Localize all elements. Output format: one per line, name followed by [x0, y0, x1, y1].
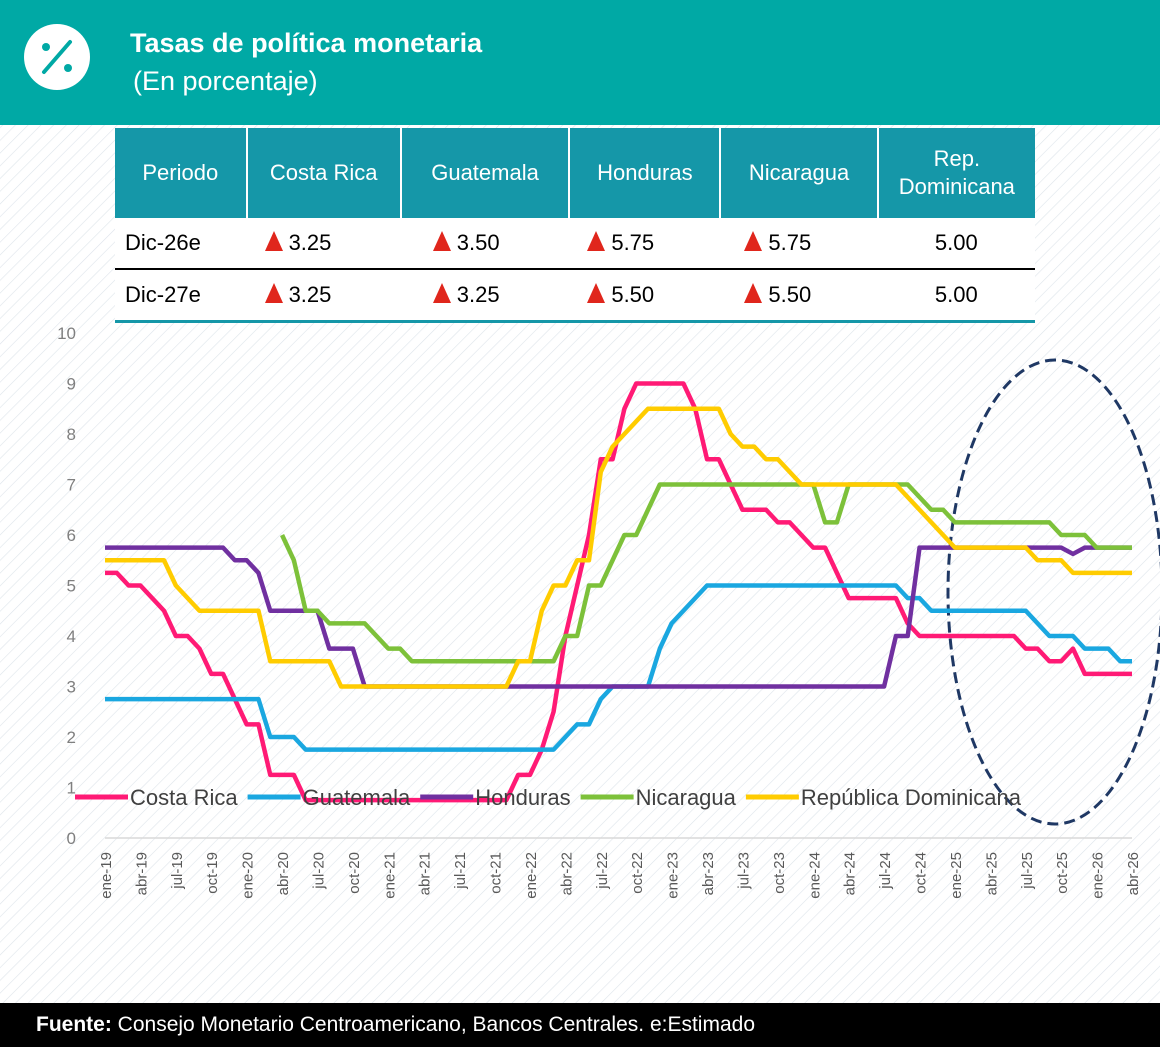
table-header: Periodo — [115, 128, 247, 218]
source-text: Consejo Monetario Centroamericano, Banco… — [117, 1013, 755, 1036]
series-line — [105, 381, 1132, 803]
x-tick-label: oct-22 — [629, 852, 646, 894]
y-tick-label: 8 — [67, 425, 76, 444]
table-header: Honduras — [568, 128, 721, 218]
subtitle: (En porcentaje) — [133, 66, 318, 96]
header: Tasas de política monetaria (En porcenta… — [0, 0, 1160, 125]
table-header: Nicaragua — [719, 128, 878, 218]
legend-label: Nicaragua — [636, 785, 737, 810]
y-tick-label: 9 — [67, 375, 76, 394]
x-tick-label: ene-19 — [98, 852, 115, 899]
table-cell: 3.25 — [288, 230, 332, 255]
x-tick-label: jul-22 — [594, 852, 611, 890]
x-tick-label: ene-26 — [1090, 852, 1107, 899]
table-cell: Dic-26e — [115, 218, 247, 270]
x-tick-label: oct-21 — [488, 852, 505, 894]
table-header: Guatemala — [399, 128, 570, 218]
table-header: Costa Rica — [245, 128, 401, 218]
series-line — [105, 406, 1132, 689]
x-tick-label: oct-19 — [204, 852, 221, 894]
table-cell: 3.50 — [456, 230, 500, 255]
y-tick-label: 6 — [67, 526, 76, 545]
up-arrow — [587, 283, 606, 303]
x-tick-label: jul-25 — [1019, 852, 1036, 890]
legend-label: Costa Rica — [130, 785, 238, 810]
x-tick-label: abr-20 — [275, 852, 292, 895]
title: Tasas de política monetaria — [130, 28, 483, 58]
y-tick-label: 3 — [67, 678, 76, 697]
table-cell: 5.50 — [768, 282, 812, 307]
table-cell: 5.75 — [768, 230, 812, 255]
x-tick-label: ene-23 — [665, 852, 682, 899]
x-tick-label: abr-23 — [700, 852, 717, 895]
source-label: Fuente: — [36, 1013, 112, 1036]
table-cell: 3.25 — [288, 282, 332, 307]
x-tick-label: jul-24 — [877, 852, 894, 890]
x-tick-label: abr-22 — [558, 852, 575, 895]
x-tick-label: abr-25 — [983, 852, 1000, 895]
icon — [24, 24, 90, 90]
x-tick-label: ene-22 — [523, 852, 540, 899]
legend-label: Guatemala — [303, 785, 411, 810]
up-arrow — [264, 283, 283, 303]
x-tick-label: ene-24 — [806, 852, 823, 899]
y-tick-label: 10 — [57, 324, 76, 343]
x-tick-label: ene-20 — [240, 852, 257, 899]
table-header: Rep. Dominicana — [876, 128, 1035, 218]
x-tick-label: oct-20 — [346, 852, 363, 894]
y-tick-label: 4 — [67, 627, 76, 646]
y-tick-label: 7 — [67, 476, 76, 495]
x-tick-label: ene-25 — [948, 852, 965, 899]
footer: Fuente: Consejo Monetario Centroamerican… — [0, 1003, 1160, 1047]
x-tick-label: oct-23 — [771, 852, 788, 894]
series-line — [280, 482, 1132, 664]
table-cell: 5.75 — [611, 230, 655, 255]
up-arrow — [744, 231, 763, 251]
forecast-table: Periodo Costa Rica Guatemala Honduras Ni… — [115, 128, 1035, 323]
x-tick-label: jul-20 — [310, 852, 327, 890]
x-tick-label: abr-21 — [417, 852, 434, 895]
up-arrow — [432, 283, 451, 303]
up-arrow — [744, 283, 763, 303]
x-tick-label: ene-21 — [381, 852, 398, 899]
up-arrow — [587, 231, 606, 251]
y-tick-label: 2 — [67, 728, 76, 747]
up-arrow — [432, 231, 451, 251]
legend-label: Honduras — [475, 785, 570, 810]
x-tick-label: jul-23 — [735, 852, 752, 890]
table-cell: 5.50 — [611, 282, 655, 307]
x-tick-label: abr-26 — [1125, 852, 1142, 895]
x-tick-label: jul-21 — [452, 852, 469, 890]
y-tick-label: 5 — [67, 577, 76, 596]
x-tick-label: oct-25 — [1054, 852, 1071, 894]
highlight-ellipse — [946, 358, 1160, 826]
table-cell: 3.25 — [456, 282, 500, 307]
x-tick-label: jul-19 — [169, 852, 186, 890]
legend-label: República Dominicana — [801, 785, 1022, 810]
y-tick-label: 1 — [67, 779, 76, 798]
table-cell: Dic-27e — [115, 269, 247, 323]
x-tick-label: oct-24 — [913, 852, 930, 894]
table-cell: 5.00 — [877, 218, 1035, 270]
y-tick-label: 0 — [67, 829, 76, 848]
up-arrow — [264, 231, 283, 251]
x-tick-label: abr-19 — [133, 852, 150, 895]
table-cell: 5.00 — [877, 269, 1035, 323]
x-tick-label: abr-24 — [842, 852, 859, 895]
